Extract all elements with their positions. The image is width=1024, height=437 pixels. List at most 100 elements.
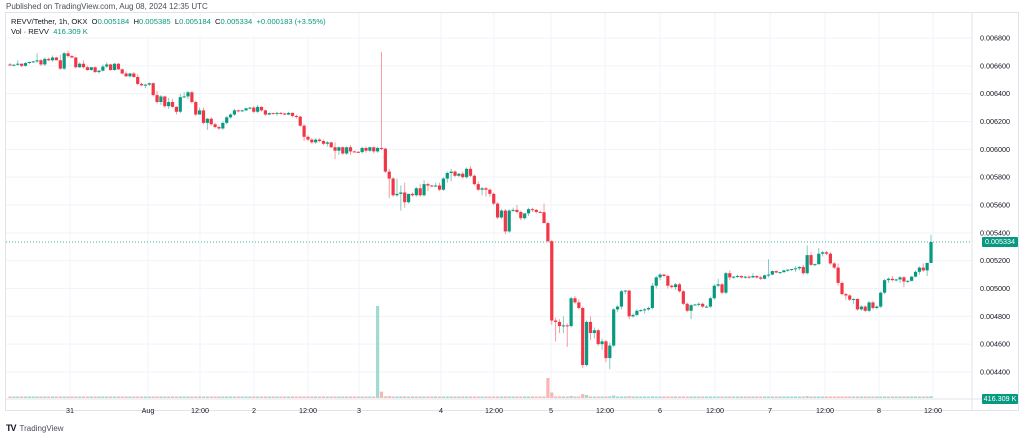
- volume-bar: [290, 396, 295, 398]
- candle-up: [12, 64, 16, 66]
- price-axis-label: 0.005200: [980, 256, 1010, 265]
- volume-bar: [546, 378, 550, 398]
- candle-down: [832, 263, 836, 268]
- volume-bar: [201, 396, 206, 398]
- candle-up: [62, 53, 66, 69]
- volume-bar: [47, 396, 51, 398]
- candle-down: [538, 211, 542, 213]
- volume-bar: [666, 396, 670, 398]
- volume-bar: [182, 396, 186, 398]
- volume-bar: [275, 396, 279, 398]
- candle-up: [27, 61, 31, 64]
- volume-bar: [704, 396, 709, 398]
- candle-up: [105, 64, 109, 67]
- candle-up: [763, 275, 767, 279]
- candle-up: [735, 275, 740, 277]
- volume-bar: [492, 396, 496, 398]
- candle-up: [50, 57, 55, 61]
- volume-bar: [306, 396, 310, 398]
- candle-up: [732, 276, 736, 278]
- volume-bar: [790, 396, 794, 398]
- candle-up: [906, 280, 910, 282]
- volume-bar: [225, 396, 229, 398]
- volume-bar: [561, 396, 565, 398]
- candle-down: [844, 294, 848, 296]
- candle-up: [913, 271, 918, 277]
- candle-down: [836, 267, 840, 283]
- price-axis-label: 0.005600: [980, 201, 1010, 210]
- candle-up: [852, 298, 856, 300]
- volume-bar: [848, 396, 852, 398]
- volume-bar: [712, 396, 716, 398]
- volume-label[interactable]: Vol · REVV: [11, 27, 49, 36]
- volume-bar: [677, 396, 682, 398]
- volume-bar: [58, 396, 62, 398]
- candle-down: [163, 96, 167, 107]
- volume-bar: [217, 396, 221, 398]
- candle-up: [399, 192, 403, 194]
- candle-up: [523, 213, 527, 219]
- volume-bar: [422, 396, 426, 398]
- candle-up: [441, 178, 446, 190]
- candle-up: [704, 306, 709, 308]
- candle-down: [379, 147, 384, 149]
- candle-down: [391, 178, 395, 196]
- volume-bar: [294, 396, 298, 398]
- candle-down: [437, 185, 442, 190]
- candle-up: [228, 114, 233, 118]
- price-axis-label: 0.006000: [980, 145, 1010, 154]
- volume-bar: [635, 396, 639, 398]
- volume-bar: [178, 396, 182, 398]
- candle-up: [445, 172, 449, 179]
- candle-up: [31, 61, 35, 63]
- price-axis-label: 0.004400: [980, 368, 1010, 377]
- candle-down: [403, 192, 407, 203]
- symbol-title[interactable]: REVV/Tether, 1h, OKX: [11, 17, 88, 26]
- candle-up: [584, 321, 589, 366]
- candle-up: [712, 285, 716, 299]
- volume-bar: [453, 396, 457, 398]
- volume-bar: [399, 396, 403, 398]
- volume-bar: [410, 396, 415, 398]
- candle-down: [47, 58, 51, 61]
- candle-up: [716, 284, 720, 286]
- volume-bar: [449, 396, 453, 398]
- volume-bar: [101, 396, 105, 398]
- volume-bar: [143, 396, 148, 398]
- candle-up: [615, 306, 620, 310]
- candle-up: [743, 276, 747, 278]
- volume-bar: [604, 396, 608, 398]
- volume-bar: [573, 396, 577, 398]
- volume-bar: [271, 396, 275, 398]
- volume-bar: [159, 396, 163, 398]
- candle-up: [325, 142, 329, 144]
- candle-down: [519, 211, 523, 219]
- volume-bar: [120, 396, 124, 398]
- candle-up: [569, 298, 573, 327]
- candle-up: [689, 305, 693, 311]
- candle-up: [457, 173, 461, 176]
- candle-up: [511, 209, 515, 211]
- candle-down: [356, 151, 360, 153]
- volume-bar: [763, 396, 767, 398]
- volume-bar: [852, 396, 856, 398]
- candle-down: [662, 274, 666, 276]
- volume-bar: [519, 396, 523, 398]
- candle-down: [774, 271, 778, 273]
- candle-down: [329, 142, 333, 148]
- candle-up: [631, 314, 635, 317]
- volume-bar: [426, 396, 430, 398]
- volume-bar: [906, 396, 910, 398]
- high-value: 0.005385: [138, 17, 171, 26]
- volume-bar: [480, 396, 484, 398]
- time-axis-label: 7: [768, 406, 772, 415]
- volume-bar: [372, 396, 376, 398]
- volume-bar: [190, 396, 194, 398]
- volume-bar: [619, 396, 624, 398]
- volume-bar: [693, 396, 697, 398]
- volume-bar: [584, 395, 589, 398]
- candle-down: [290, 112, 295, 116]
- time-axis-label: 5: [549, 406, 553, 415]
- volume-bar: [124, 396, 128, 398]
